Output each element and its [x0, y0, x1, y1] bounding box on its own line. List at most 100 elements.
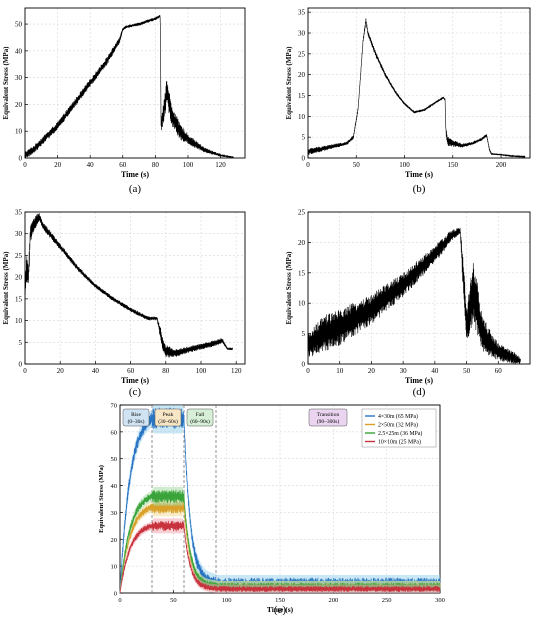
x-tick-label: 120 [231, 367, 242, 375]
y-tick-label: 5 [302, 330, 306, 338]
y-axis-label: Equivalent Stress (MPa) [285, 46, 293, 120]
panel-label: (e) [274, 604, 287, 616]
x-tick-label: 0 [23, 367, 27, 375]
phase-annotation-text: Transition [317, 412, 340, 418]
legend-entry: 4×30m (65 MPa) [378, 413, 418, 420]
y-tick-label: 30 [298, 30, 306, 38]
y-tick-label: 30 [15, 230, 23, 238]
x-axis-label: Time (s) [121, 376, 149, 385]
y-tick-label: 25 [298, 50, 306, 58]
y-tick-label: 5 [19, 339, 23, 347]
y-tick-label: 40 [111, 483, 118, 490]
y-tick-label: 30 [15, 74, 23, 82]
y-tick-label: 20 [15, 274, 23, 282]
y-tick-label: 0 [19, 155, 23, 163]
y-axis-label: Equivalent Stress (MPa) [98, 465, 105, 533]
x-axis-label: Time (s) [405, 376, 433, 385]
y-tick-label: 10 [15, 317, 23, 325]
x-tick-label: 150 [448, 161, 459, 169]
x-tick-label: 50 [353, 161, 361, 169]
phase-annotation-box [308, 408, 348, 427]
chart-panel-b: 0 50 100 150 200 0 5 10 15 20 25 30 35 Time (s) Equiva… [285, 7, 531, 195]
series-line [24, 213, 233, 358]
phase-annotation-box [186, 408, 214, 427]
x-tick-label: 40 [431, 367, 439, 375]
y-tick-label: 0 [19, 361, 23, 369]
x-tick-label: 40 [87, 161, 95, 169]
plot-frame [307, 211, 531, 365]
y-tick-label: 10 [111, 564, 118, 571]
x-tick-label: 200 [496, 161, 507, 169]
y-tick-label: 35 [298, 9, 306, 17]
x-tick-label: 80 [162, 367, 170, 375]
y-axis-label: Equivalent Stress (MPa) [2, 251, 10, 325]
x-tick-label: 20 [57, 367, 65, 375]
x-tick-label: 80 [152, 161, 160, 169]
x-tick-label: 100 [399, 161, 410, 169]
x-axis-label: Time (s) [121, 170, 149, 179]
y-tick-label: 30 [111, 510, 118, 517]
x-tick-label: 60 [127, 367, 135, 375]
y-tick-label: 20 [298, 71, 306, 79]
panel-label: (c) [129, 386, 142, 398]
legend-entry: 2.5×25m (36 MPa) [378, 430, 422, 437]
series-line [307, 18, 526, 159]
x-tick-label: 100 [183, 161, 194, 169]
y-tick-label: 35 [15, 209, 23, 217]
x-axis-label: Time (s) [405, 170, 433, 179]
y-tick-label: 60 [111, 429, 118, 436]
x-tick-label: 50 [463, 367, 471, 375]
x-tick-label: 0 [306, 367, 310, 375]
phase-annotation-text: (30–60s) [158, 418, 178, 425]
y-tick-label: 20 [298, 239, 306, 247]
x-tick-label: 20 [368, 367, 376, 375]
x-tick-label: 0 [306, 161, 310, 169]
phase-annotation-text: (60–90s) [190, 418, 210, 425]
chart-panel-c: 0 20 40 60 80 100 120 0 5 10 15 20 25 30 35 Time (s) Equ… [2, 209, 246, 398]
y-tick-label: 50 [111, 456, 118, 463]
x-axis-label: Time (s) [267, 605, 294, 614]
phase-annotation-box [122, 408, 150, 427]
y-tick-label: 25 [15, 252, 23, 260]
y-tick-label: 40 [15, 47, 23, 55]
x-tick-label: 60 [119, 161, 127, 169]
phase-annotation-box [154, 408, 182, 427]
y-tick-label: 10 [298, 300, 306, 308]
panel-label: (b) [413, 183, 426, 195]
y-tick-label: 15 [298, 269, 306, 277]
y-tick-label: 15 [298, 92, 306, 100]
legend-entry: 2×50m (32 MPa) [378, 422, 418, 429]
phase-annotation-text: Rise [131, 412, 141, 418]
phase-annotation-text: Fall [196, 412, 205, 418]
y-tick-label: 20 [15, 101, 23, 109]
x-tick-label: 20 [54, 161, 62, 169]
chart-panel-e: 0 50 100 150 200 250 300 0 10 20 30 40 50 60 70 Time (s… [98, 403, 445, 617]
phase-annotation-text: (90–300s) [317, 418, 339, 425]
legend-entry: 10×10m (25 MPa) [378, 439, 421, 446]
y-tick-label: 0 [114, 591, 117, 598]
x-tick-label: 10 [336, 367, 344, 375]
y-tick-label: 0 [302, 361, 306, 369]
x-tick-label: 40 [92, 367, 100, 375]
x-tick-label: 250 [382, 597, 392, 604]
y-tick-label: 15 [15, 295, 23, 303]
phase-annotation-text: (0–30s) [128, 418, 145, 425]
x-tick-label: 300 [435, 597, 445, 604]
y-tick-label: 5 [302, 134, 306, 142]
x-tick-label: 100 [196, 367, 207, 375]
y-axis-label: Equivalent Stress (MPa) [285, 251, 293, 325]
series-line [307, 227, 521, 364]
y-tick-label: 0 [302, 155, 306, 163]
panel-label: (d) [413, 386, 426, 398]
series-line [119, 407, 441, 594]
x-tick-label: 60 [495, 367, 503, 375]
series-line [119, 520, 441, 594]
x-tick-label: 0 [23, 161, 27, 169]
x-tick-label: 100 [222, 597, 232, 604]
chart-panel-d: 0 10 20 30 40 50 60 0 5 10 15 20 25 Time (s) Equivalen… [285, 209, 531, 398]
y-tick-label: 20 [111, 537, 118, 544]
plot-frame [24, 7, 246, 159]
x-tick-label: 200 [328, 597, 338, 604]
x-tick-label: 120 [215, 161, 226, 169]
